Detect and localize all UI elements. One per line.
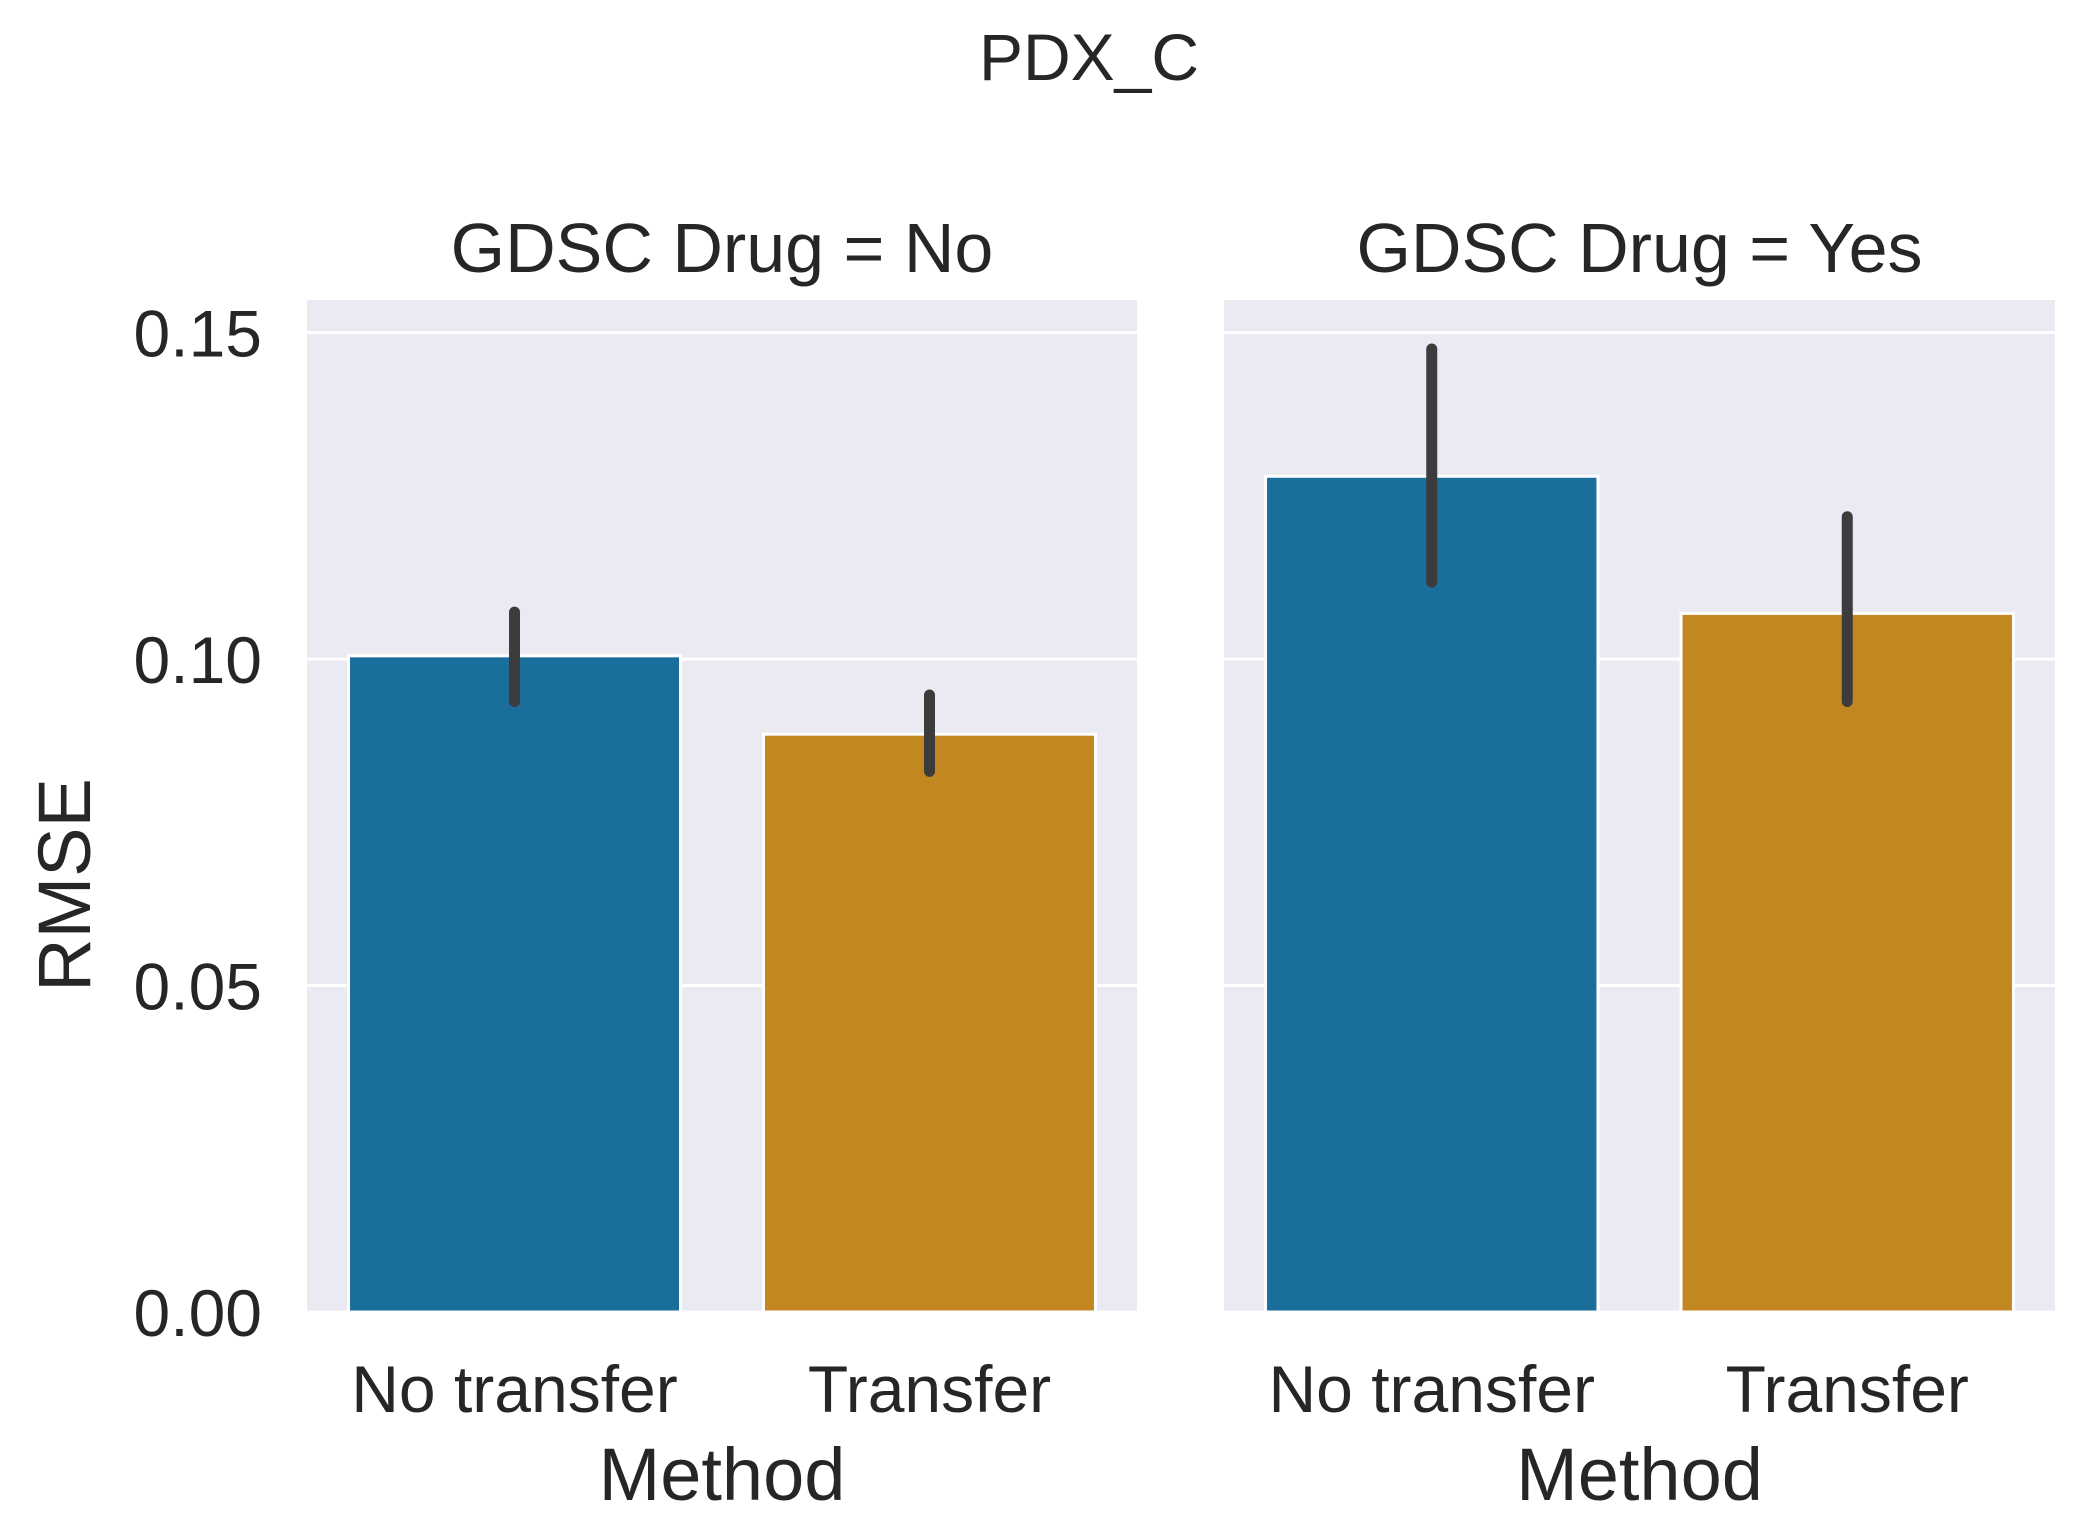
bar-no-transfer bbox=[1264, 474, 1600, 1314]
panel-title: GDSC Drug = No bbox=[451, 209, 994, 287]
y-tick-label: 0.15 bbox=[134, 297, 262, 371]
x-tick-label: No transfer bbox=[1269, 1352, 1595, 1426]
y-axis-label: RMSE bbox=[23, 778, 106, 992]
x-tick-label: Transfer bbox=[808, 1352, 1051, 1426]
x-tick-label: Transfer bbox=[1726, 1352, 1969, 1426]
x-axis-label: Method bbox=[599, 1433, 846, 1516]
y-tick-label: 0.00 bbox=[134, 1276, 262, 1350]
x-axis-label: Method bbox=[1516, 1433, 1763, 1516]
figure-suptitle: PDX_C bbox=[979, 20, 1199, 94]
y-tick-label: 0.10 bbox=[134, 623, 262, 697]
bar-transfer bbox=[762, 732, 1097, 1314]
bar-transfer bbox=[1679, 611, 2015, 1314]
panel-1: GDSC Drug = No 0.00 0.05 0.10 0.15 No transfe… bbox=[134, 209, 1137, 1516]
bar-no-transfer bbox=[347, 654, 682, 1314]
y-tick-label: 0.05 bbox=[134, 950, 262, 1024]
panel-title: GDSC Drug = Yes bbox=[1356, 209, 1922, 287]
x-tick-label: No transfer bbox=[351, 1352, 677, 1426]
